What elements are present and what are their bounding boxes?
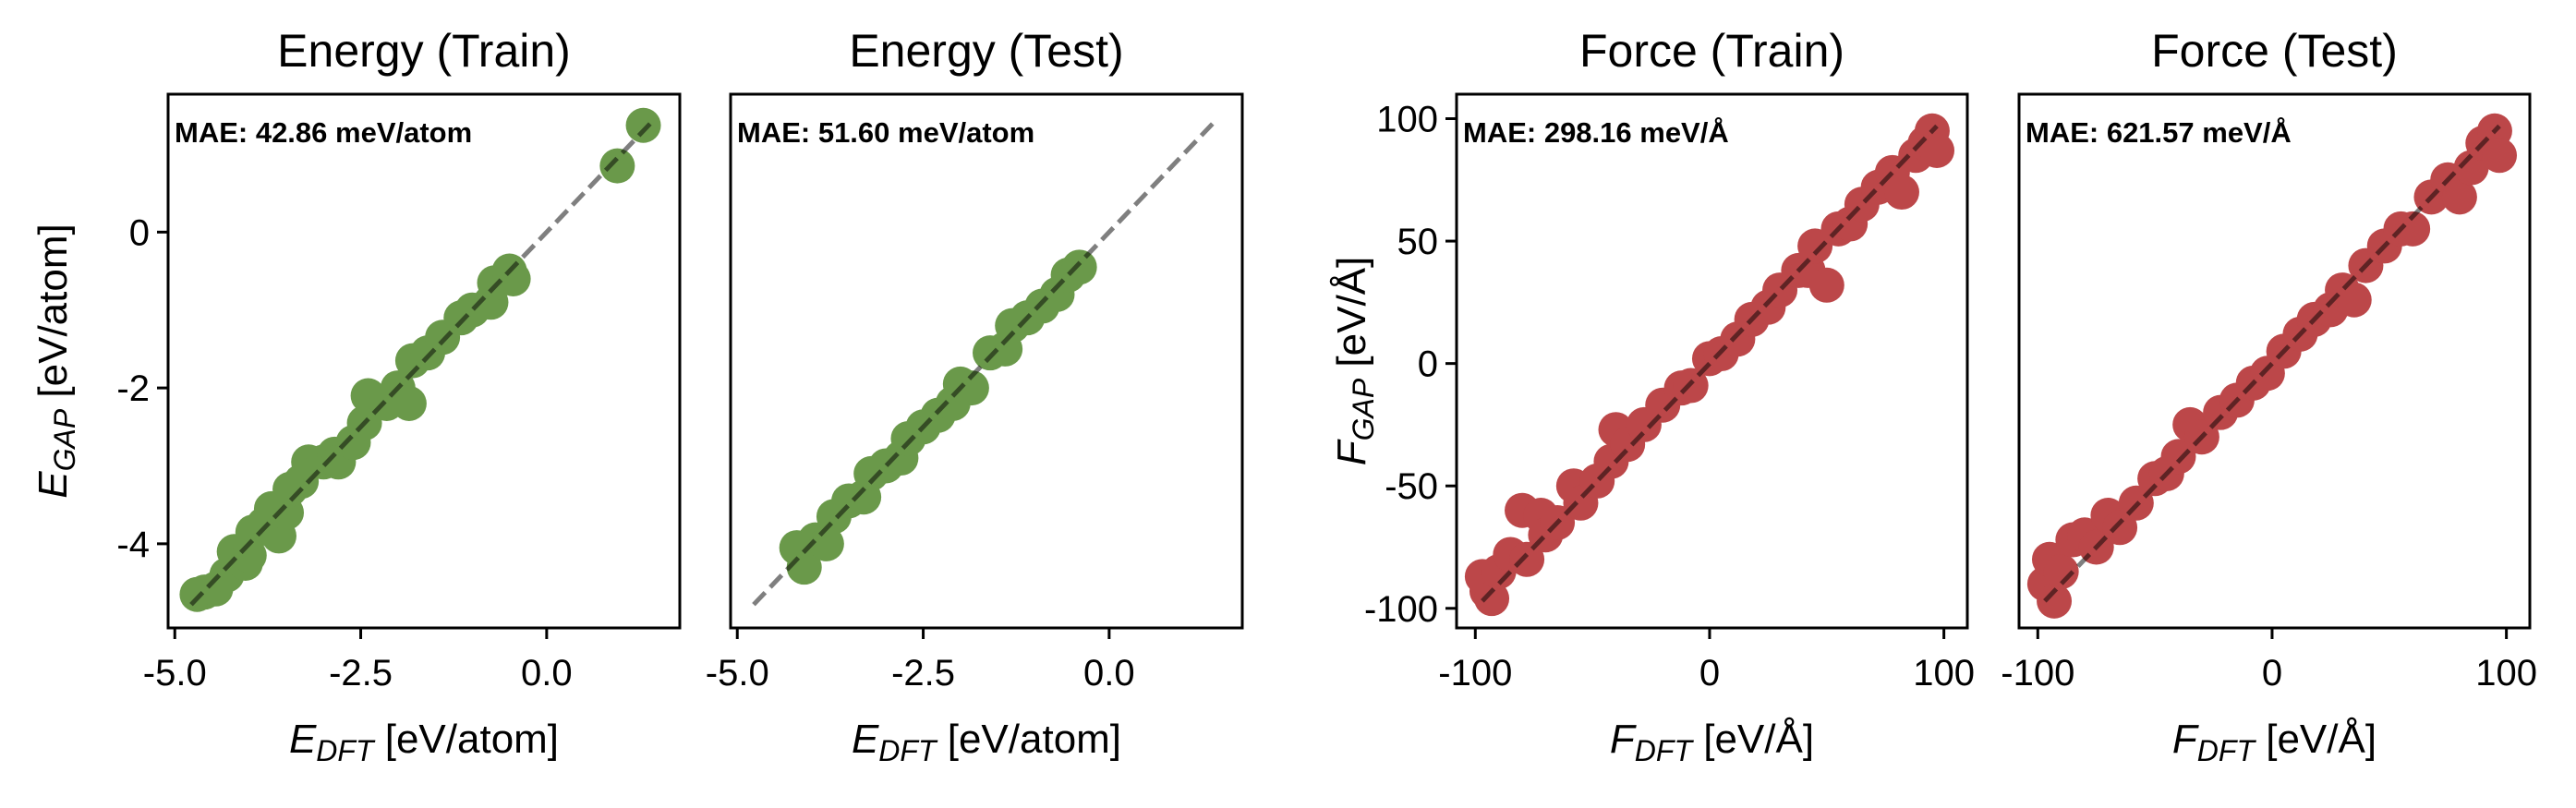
y-axis-label-subscript: GAP [1347, 378, 1380, 440]
subplot-title: Energy (Test) [849, 25, 1123, 77]
x-axis-label-unit: [eV/Å] [1692, 717, 1814, 762]
data-point [2395, 211, 2431, 247]
x-tick-label: -5.0 [706, 653, 769, 693]
x-tick-label: 0.0 [521, 653, 573, 693]
y-axis-label: EGAP [eV/atom] [30, 223, 81, 498]
axes-frame [166, 92, 682, 630]
x-tick-label: -2.5 [329, 653, 393, 693]
x-tick-label: -100 [1438, 653, 1512, 693]
parity-line [1481, 124, 1939, 603]
mae-annotation: MAE: 298.16 meV/Å [1463, 116, 1729, 149]
subplot-2: Energy (Test) MAE: 51.60 meV/atom -5.0 -2.5… [706, 25, 1244, 767]
data-point [2482, 138, 2518, 174]
data-point [625, 107, 661, 143]
data-point [2160, 439, 2196, 475]
x-axis-label: FDFT [eV/Å] [1610, 717, 1814, 767]
x-axis-label-symbol: E [852, 717, 879, 762]
y-axis-label: FGAP [eV/Å] [1329, 257, 1380, 466]
x-tick-label: 0 [1699, 653, 1720, 693]
y-tick-label: 0 [1418, 344, 1438, 385]
subplot-1: Energy (Train) MAE: 42.86 meV/atom -5.0 -2.… [30, 25, 682, 767]
subplot-title: Force (Train) [1579, 25, 1844, 77]
subplot-3: Force (Train) MAE: 298.16 meV/Å -100 0 100 10… [1329, 25, 1975, 767]
x-axis-label-subscript: DFT [316, 734, 376, 767]
data-point [2336, 282, 2372, 318]
x-axis-label: EDFT [eV/atom] [289, 717, 559, 767]
data-point [2043, 554, 2079, 590]
y-tick-label: 100 [1376, 100, 1438, 140]
data-point [1808, 267, 1844, 303]
x-axis-label-symbol: E [289, 717, 317, 762]
x-tick-label: 100 [1913, 653, 1975, 693]
x-axis-label-unit: [eV/atom] [937, 717, 1122, 762]
subplot-title: Energy (Train) [277, 25, 571, 77]
x-tick-label: 0 [2262, 653, 2282, 693]
y-axis-label-subscript: GAP [48, 408, 81, 471]
data-point [1883, 175, 1919, 211]
data-point [1474, 581, 1510, 617]
x-tick-label: -2.5 [891, 653, 955, 693]
y-tick-label: -100 [1364, 589, 1438, 630]
x-axis-label-subscript: DFT [878, 734, 938, 767]
mae-annotation: MAE: 621.57 meV/Å [2026, 116, 2292, 149]
mae-annotation: MAE: 42.86 meV/atom [175, 116, 472, 149]
data-point [495, 260, 531, 296]
data-point [1061, 249, 1097, 285]
y-tick-label: 50 [1397, 222, 1439, 262]
x-axis-label-symbol: F [1610, 717, 1637, 762]
x-tick-label: -100 [2001, 653, 2074, 693]
x-tick-label: 0.0 [1083, 653, 1135, 693]
y-tick-label: -50 [1385, 466, 1438, 507]
y-tick-label: -2 [116, 368, 150, 409]
axes-frame [1455, 92, 1969, 630]
data-point [599, 148, 635, 184]
y-axis-label-symbol: E [30, 471, 76, 499]
subplot-title: Force (Test) [2151, 25, 2398, 77]
data-point [953, 370, 989, 406]
x-axis-label-unit: [eV/Å] [2255, 717, 2376, 762]
subplot-4: Force (Test) MAE: 621.57 meV/Å -100 0 100 FDF… [2001, 25, 2537, 767]
x-tick-label: -5.0 [143, 653, 207, 693]
scatter-points [179, 107, 661, 612]
data-point [1919, 132, 1955, 168]
y-axis-label-unit: [eV/atom] [30, 223, 76, 409]
y-tick-label: -4 [116, 525, 150, 565]
axes-frame [729, 92, 1244, 630]
x-axis-label: FDFT [eV/Å] [2172, 717, 2376, 767]
x-axis-label: EDFT [eV/atom] [852, 717, 1121, 767]
parity-line [2043, 124, 2501, 603]
data-point [2441, 179, 2477, 215]
data-point [391, 385, 427, 421]
y-axis-label-unit: [eV/Å] [1329, 257, 1374, 379]
axes-frame [2017, 92, 2532, 630]
data-point [808, 525, 844, 561]
x-axis-label-unit: [eV/atom] [374, 717, 560, 762]
y-axis-label-symbol: F [1329, 439, 1374, 465]
x-axis-label-subscript: DFT [2197, 734, 2257, 767]
x-tick-label: 100 [2475, 653, 2537, 693]
scatter-points [779, 249, 1097, 585]
parity-line [189, 122, 652, 607]
data-point [1509, 541, 1545, 577]
x-axis-label-subscript: DFT [1635, 734, 1695, 767]
data-point [2037, 583, 2073, 619]
parity-line [752, 122, 1215, 607]
y-tick-label: 0 [129, 212, 150, 253]
mae-annotation: MAE: 51.60 meV/atom [737, 116, 1034, 149]
x-axis-label-symbol: F [2172, 717, 2199, 762]
